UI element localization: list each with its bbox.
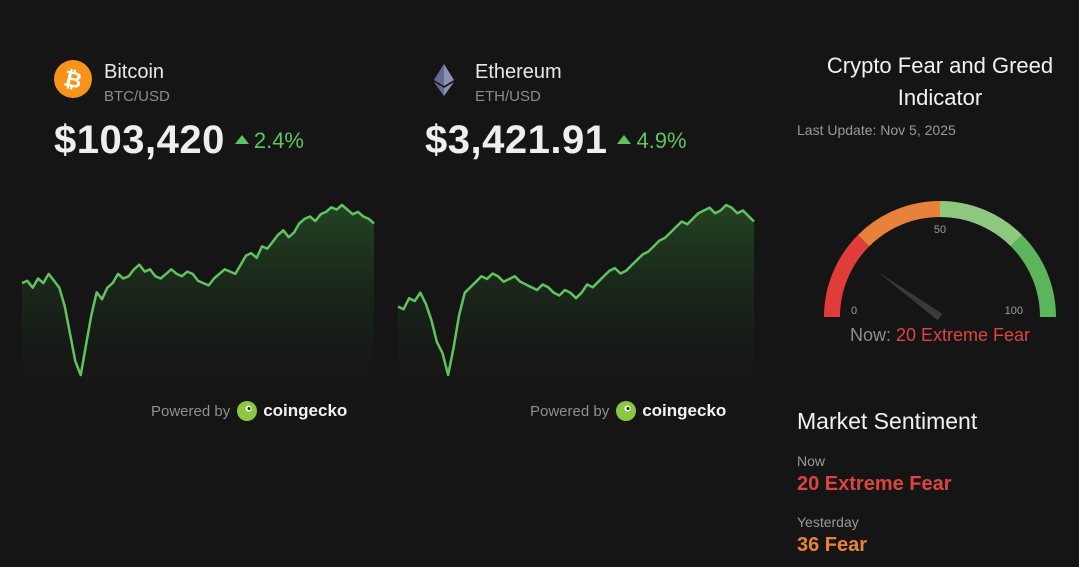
bitcoin-icon: ₿ [54,60,92,98]
powered-by-coingecko[interactable]: Powered by coingecko [530,401,726,421]
ethereum-price-row: $3,421.91 4.9% [425,118,687,163]
price-change-value: 4.9% [636,127,687,153]
fear-greed-title-line2: Indicator [897,85,983,110]
bitcoin-price-row: $103,420 2.4% [54,118,304,163]
gauge-segment-fear [857,200,941,247]
powered-by-coingecko[interactable]: Powered by coingecko [151,401,347,421]
powered-by-label: Powered by [151,402,231,420]
bitcoin-sparkline-chart[interactable] [20,195,376,385]
coingecko-brand: coingecko [263,401,348,420]
bitcoin-header: ₿ Bitcoin BTC/USD [54,60,170,105]
fear-greed-gauge: 0 50 100 [823,200,1057,321]
sparkline-line [21,203,375,377]
sentiment-now-value: 20 Extreme Fear [797,473,952,495]
coin-pair: BTC/USD [104,88,170,105]
coingecko-icon [616,401,637,421]
sparkline-line [397,203,755,377]
coin-name: Ethereum [475,61,562,83]
svg-text:₿: ₿ [62,65,85,93]
gauge-needle [876,271,943,321]
coin-price: $3,421.91 [425,118,608,162]
last-update: Last Update: Nov 5, 2025 [797,122,956,138]
market-sentiment-title: Market Sentiment [797,408,978,434]
fear-greed-now: Now: 20 Extreme Fear [800,325,1079,346]
price-change: 2.4% [234,127,304,154]
ethereum-icon [434,64,454,96]
coingecko-icon [237,401,258,421]
sparkline-area [398,205,754,385]
gauge-segment-extreme-fear [823,234,870,318]
sentiment-yesterday-label: Yesterday [797,514,859,530]
coin-name: Bitcoin [104,61,165,83]
powered-by-label: Powered by [530,402,610,420]
ethereum-sparkline-chart[interactable] [396,195,756,385]
price-change-value: 2.4% [253,127,304,153]
now-value: 20 Extreme Fear [895,325,1031,345]
coin-pair: ETH/USD [475,88,541,105]
triangle-up-icon [617,135,632,144]
gauge-mid-label: 50 [934,224,946,236]
triangle-up-icon [234,135,249,144]
now-label: Now: [849,325,891,345]
gauge-segment-extreme-greed [1010,234,1057,318]
coingecko-brand: coingecko [642,401,727,420]
fear-greed-title: Crypto Fear and Greed Indicator [800,50,1079,114]
gauge-min-label: 0 [851,305,857,317]
sentiment-now-label: Now [797,453,826,469]
sparkline-area [22,205,374,385]
ethereum-header: Ethereum ETH/USD [425,60,562,105]
price-change: 4.9% [617,127,687,154]
gauge-segment-greed [939,200,1023,247]
fear-greed-title-line1: Crypto Fear and Greed [826,53,1054,78]
coin-price: $103,420 [54,118,225,162]
sentiment-yesterday-value: 36 Fear [797,534,868,556]
gauge-max-label: 100 [1005,305,1023,317]
